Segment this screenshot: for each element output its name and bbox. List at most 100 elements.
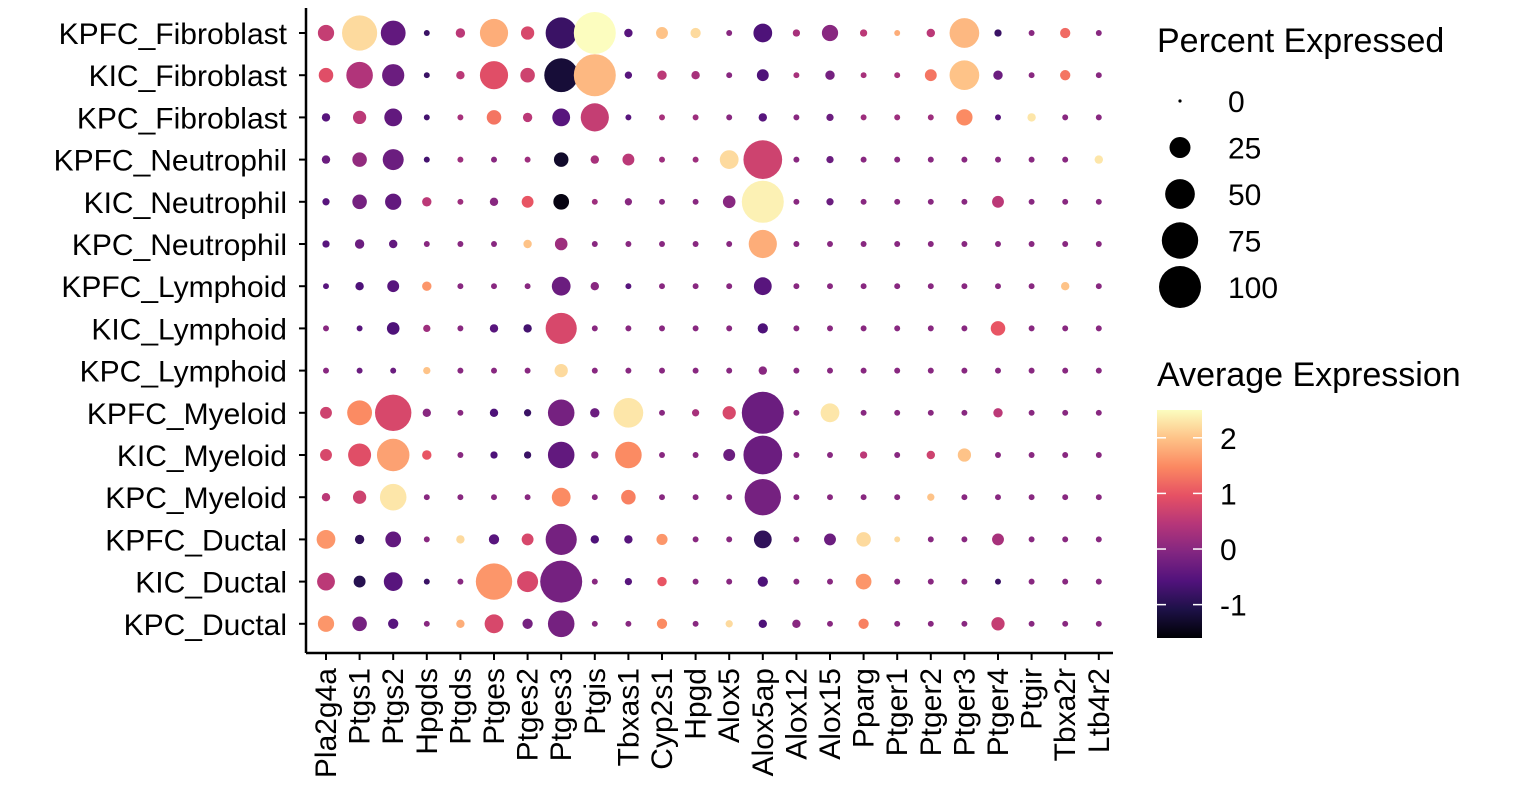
dot-point [793, 325, 800, 332]
dot-point [625, 367, 632, 374]
dot-point [486, 110, 502, 125]
size-legend-dot [1161, 222, 1199, 259]
dot-point [380, 20, 406, 46]
dot-point [894, 367, 901, 374]
dot-point [553, 152, 569, 167]
dot-point [1095, 494, 1102, 501]
dot-point [927, 241, 934, 247]
dot-point [860, 409, 867, 416]
dot-point [387, 280, 400, 293]
dot-point [1028, 452, 1035, 458]
dot-point [753, 277, 772, 296]
dot-point [961, 367, 968, 374]
y-tick-label: KPFC_Ductal [105, 524, 287, 557]
dot-point [385, 531, 402, 548]
dot-point [722, 406, 736, 420]
dot-point [382, 149, 404, 171]
color-bar-label: 0 [1220, 534, 1237, 567]
dot-point [894, 620, 901, 627]
dot-point [753, 23, 773, 43]
x-tick-label: Pparg [848, 668, 881, 748]
y-tick-label: KIC_Neutrophil [84, 187, 287, 220]
dot-point [479, 18, 509, 48]
dot-point [1095, 578, 1102, 585]
dot-point [591, 241, 598, 247]
dot-point [1095, 198, 1102, 205]
dot-point [927, 156, 934, 163]
x-tick-label: Ptgis [579, 668, 612, 735]
x-tick-label: Alox12 [780, 668, 813, 760]
color-bar [1157, 410, 1202, 638]
dot-point [1062, 536, 1069, 543]
dot-point [659, 367, 665, 374]
dot-point [753, 530, 772, 549]
dot-point [524, 283, 531, 290]
dot-point [961, 409, 968, 416]
dot-point [422, 450, 432, 460]
dot-point [927, 198, 934, 205]
dot-point [1062, 578, 1069, 585]
dot-point [317, 572, 335, 591]
x-tick-label: Alox5ap [747, 668, 780, 776]
y-tick-label: KPC_Lymphoid [80, 356, 287, 389]
dot-point [1095, 367, 1102, 374]
dot-point [354, 534, 365, 545]
dot-point [547, 399, 575, 427]
dot-point [456, 71, 465, 80]
dot-point [457, 283, 464, 290]
dot-point [1060, 70, 1071, 81]
y-tick-label: KIC_Ductal [135, 567, 287, 600]
dot-point [317, 24, 335, 42]
dot-point [949, 60, 980, 91]
dot-point [455, 28, 466, 38]
dot-point [591, 325, 598, 332]
dot-point [726, 30, 733, 36]
dot-point [859, 451, 868, 459]
dot-point [489, 408, 499, 417]
dot-point [624, 535, 633, 544]
y-tick-label: KIC_Fibroblast [89, 60, 288, 93]
dot-point [1062, 367, 1069, 374]
dot-point [524, 494, 531, 501]
dot-point [1095, 72, 1102, 79]
dot-point [479, 61, 509, 90]
size-legend-label: 75 [1228, 226, 1261, 259]
size-legend-dot [1165, 179, 1195, 209]
dot-point [347, 400, 373, 426]
x-tick-label: Pla2g4a [310, 668, 343, 778]
dot-point [423, 156, 430, 163]
dot-point [356, 325, 363, 332]
dot-point [591, 451, 599, 459]
dot-point [926, 28, 935, 38]
dot-point [744, 479, 781, 516]
dot-point [624, 577, 633, 586]
dot-point [1028, 578, 1035, 585]
dot-point [927, 578, 934, 585]
dot-point [692, 536, 699, 543]
x-tick-label: Tbxa2r [1049, 668, 1082, 761]
dot-point [961, 241, 968, 247]
x-tick-label: Ptger2 [915, 668, 948, 756]
dot-point [491, 156, 497, 163]
dot-point [725, 620, 733, 628]
dot-point [827, 283, 833, 290]
dot-point [692, 325, 699, 332]
dot-point [484, 614, 504, 634]
dot-point [826, 155, 834, 164]
dot-point [961, 578, 968, 585]
dot-point [659, 452, 665, 458]
dot-point [457, 156, 464, 163]
x-tick-label: Hpgd [680, 668, 713, 740]
dot-point [346, 61, 373, 89]
dot-point [793, 156, 800, 163]
dot-point [995, 367, 1001, 374]
dot-point [860, 494, 867, 501]
dot-point [591, 578, 598, 585]
y-tick-label: KPC_Ductal [124, 609, 287, 642]
dot-point [726, 325, 733, 332]
dot-point [621, 489, 636, 505]
dot-point [348, 443, 372, 467]
dot-point [1028, 536, 1035, 543]
dot-point [793, 241, 800, 247]
dot-point [860, 72, 867, 79]
